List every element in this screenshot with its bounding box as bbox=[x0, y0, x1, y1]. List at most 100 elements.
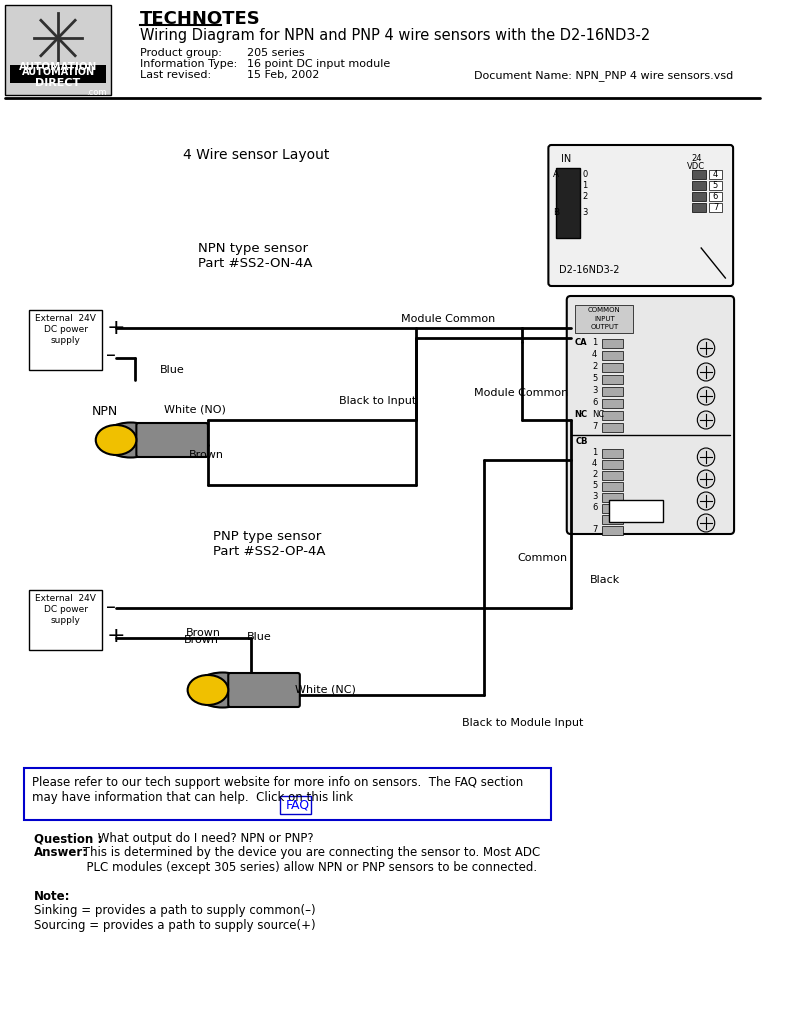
Text: Common: Common bbox=[517, 553, 568, 563]
Circle shape bbox=[698, 470, 715, 488]
Text: Note:: Note: bbox=[34, 890, 70, 903]
Text: 4: 4 bbox=[592, 350, 597, 359]
Text: 16 point DC input module: 16 point DC input module bbox=[247, 59, 390, 69]
Text: AUTOMATION: AUTOMATION bbox=[19, 62, 97, 72]
Text: PNP type sensor: PNP type sensor bbox=[213, 530, 321, 543]
Text: Brown: Brown bbox=[186, 628, 221, 638]
Bar bbox=[5, 5, 112, 95]
Bar bbox=[609, 500, 663, 522]
Text: 2: 2 bbox=[582, 193, 588, 201]
Text: 7: 7 bbox=[592, 525, 597, 534]
Bar bbox=[709, 181, 722, 190]
FancyBboxPatch shape bbox=[548, 145, 733, 286]
Text: NPN: NPN bbox=[92, 406, 118, 418]
Text: 2: 2 bbox=[592, 470, 597, 479]
Text: INPUT: INPUT bbox=[594, 316, 615, 322]
Text: Black: Black bbox=[590, 575, 620, 585]
Text: 6: 6 bbox=[713, 193, 718, 201]
Text: IN: IN bbox=[561, 154, 571, 164]
Text: FAQ: FAQ bbox=[286, 798, 309, 811]
Text: supply: supply bbox=[51, 616, 81, 625]
Bar bbox=[691, 203, 706, 212]
FancyBboxPatch shape bbox=[229, 673, 300, 707]
Text: Module Common: Module Common bbox=[474, 388, 568, 398]
Text: .com: .com bbox=[86, 88, 107, 97]
Text: 5: 5 bbox=[592, 481, 597, 490]
Circle shape bbox=[698, 387, 715, 406]
Text: B: B bbox=[553, 208, 559, 217]
Text: White (NO): White (NO) bbox=[165, 406, 226, 415]
Circle shape bbox=[698, 514, 715, 532]
Text: Product group:: Product group: bbox=[140, 48, 222, 58]
Text: 3: 3 bbox=[592, 386, 597, 395]
Text: Blue: Blue bbox=[247, 632, 271, 642]
Bar bbox=[5, 5, 112, 95]
Text: Brown: Brown bbox=[188, 450, 224, 460]
Text: 1: 1 bbox=[592, 449, 597, 457]
Text: NC: NC bbox=[592, 410, 604, 419]
Text: Brown: Brown bbox=[184, 635, 219, 645]
Text: AUTOMATION: AUTOMATION bbox=[21, 67, 95, 77]
Text: 2: 2 bbox=[592, 362, 597, 371]
Text: DC power: DC power bbox=[44, 325, 88, 334]
Bar bbox=[602, 482, 623, 490]
Text: CA: CA bbox=[574, 338, 587, 347]
Bar bbox=[556, 168, 581, 238]
Circle shape bbox=[698, 449, 715, 466]
Text: VDC: VDC bbox=[687, 162, 706, 171]
Bar bbox=[709, 203, 722, 212]
Bar bbox=[25, 768, 551, 820]
FancyBboxPatch shape bbox=[567, 296, 734, 534]
Bar bbox=[602, 387, 623, 396]
Text: Please refer to our tech support website for more info on sensors.  The FAQ sect: Please refer to our tech support website… bbox=[32, 776, 523, 804]
Bar bbox=[709, 193, 722, 201]
Bar bbox=[576, 305, 634, 333]
Text: –: – bbox=[106, 346, 116, 365]
Text: NPN type sensor: NPN type sensor bbox=[199, 242, 308, 255]
Bar bbox=[602, 339, 623, 348]
Bar bbox=[709, 170, 722, 179]
Bar bbox=[281, 796, 312, 814]
Text: Information Type:: Information Type: bbox=[140, 59, 237, 69]
Text: –: – bbox=[106, 598, 116, 617]
Text: Module Common: Module Common bbox=[401, 314, 496, 324]
Bar bbox=[602, 504, 623, 513]
Text: TECHNOTES: TECHNOTES bbox=[140, 10, 261, 28]
Text: 24: 24 bbox=[691, 154, 702, 163]
Text: OUTPUT: OUTPUT bbox=[590, 324, 619, 330]
Text: Part #SS2-ON-4A: Part #SS2-ON-4A bbox=[199, 257, 312, 270]
Bar bbox=[282, 810, 308, 812]
Text: 3: 3 bbox=[582, 208, 588, 217]
Circle shape bbox=[698, 411, 715, 429]
Text: White (NC): White (NC) bbox=[295, 685, 356, 695]
Text: 6: 6 bbox=[592, 503, 597, 512]
Text: 1: 1 bbox=[592, 338, 597, 347]
Circle shape bbox=[698, 492, 715, 510]
Text: Document Name: NPN_PNP 4 wire sensors.vsd: Document Name: NPN_PNP 4 wire sensors.vs… bbox=[474, 70, 733, 81]
Text: 205 series: 205 series bbox=[247, 48, 305, 58]
Text: Black to Input: Black to Input bbox=[339, 396, 416, 406]
Bar bbox=[602, 423, 623, 432]
Bar bbox=[602, 399, 623, 408]
Bar bbox=[691, 170, 706, 179]
Bar bbox=[29, 590, 101, 650]
Bar bbox=[602, 411, 623, 420]
Text: External  24V: External 24V bbox=[36, 594, 97, 603]
Ellipse shape bbox=[101, 423, 160, 458]
Text: supply: supply bbox=[51, 336, 81, 345]
Ellipse shape bbox=[187, 675, 229, 705]
Text: D2-16ND3-2: D2-16ND3-2 bbox=[559, 265, 619, 275]
Bar bbox=[691, 181, 706, 190]
Text: What output do I need? NPN or PNP?: What output do I need? NPN or PNP? bbox=[94, 831, 313, 845]
Text: COMMON: COMMON bbox=[588, 307, 621, 313]
Text: Blue: Blue bbox=[160, 365, 184, 375]
Text: 0: 0 bbox=[582, 170, 588, 179]
Text: 5: 5 bbox=[592, 374, 597, 383]
Text: 6: 6 bbox=[592, 398, 597, 407]
Ellipse shape bbox=[96, 425, 136, 455]
Text: External  24V: External 24V bbox=[36, 314, 97, 323]
Text: A: A bbox=[553, 170, 559, 179]
Bar bbox=[602, 493, 623, 502]
Text: 3: 3 bbox=[592, 492, 597, 501]
Bar bbox=[691, 193, 706, 201]
